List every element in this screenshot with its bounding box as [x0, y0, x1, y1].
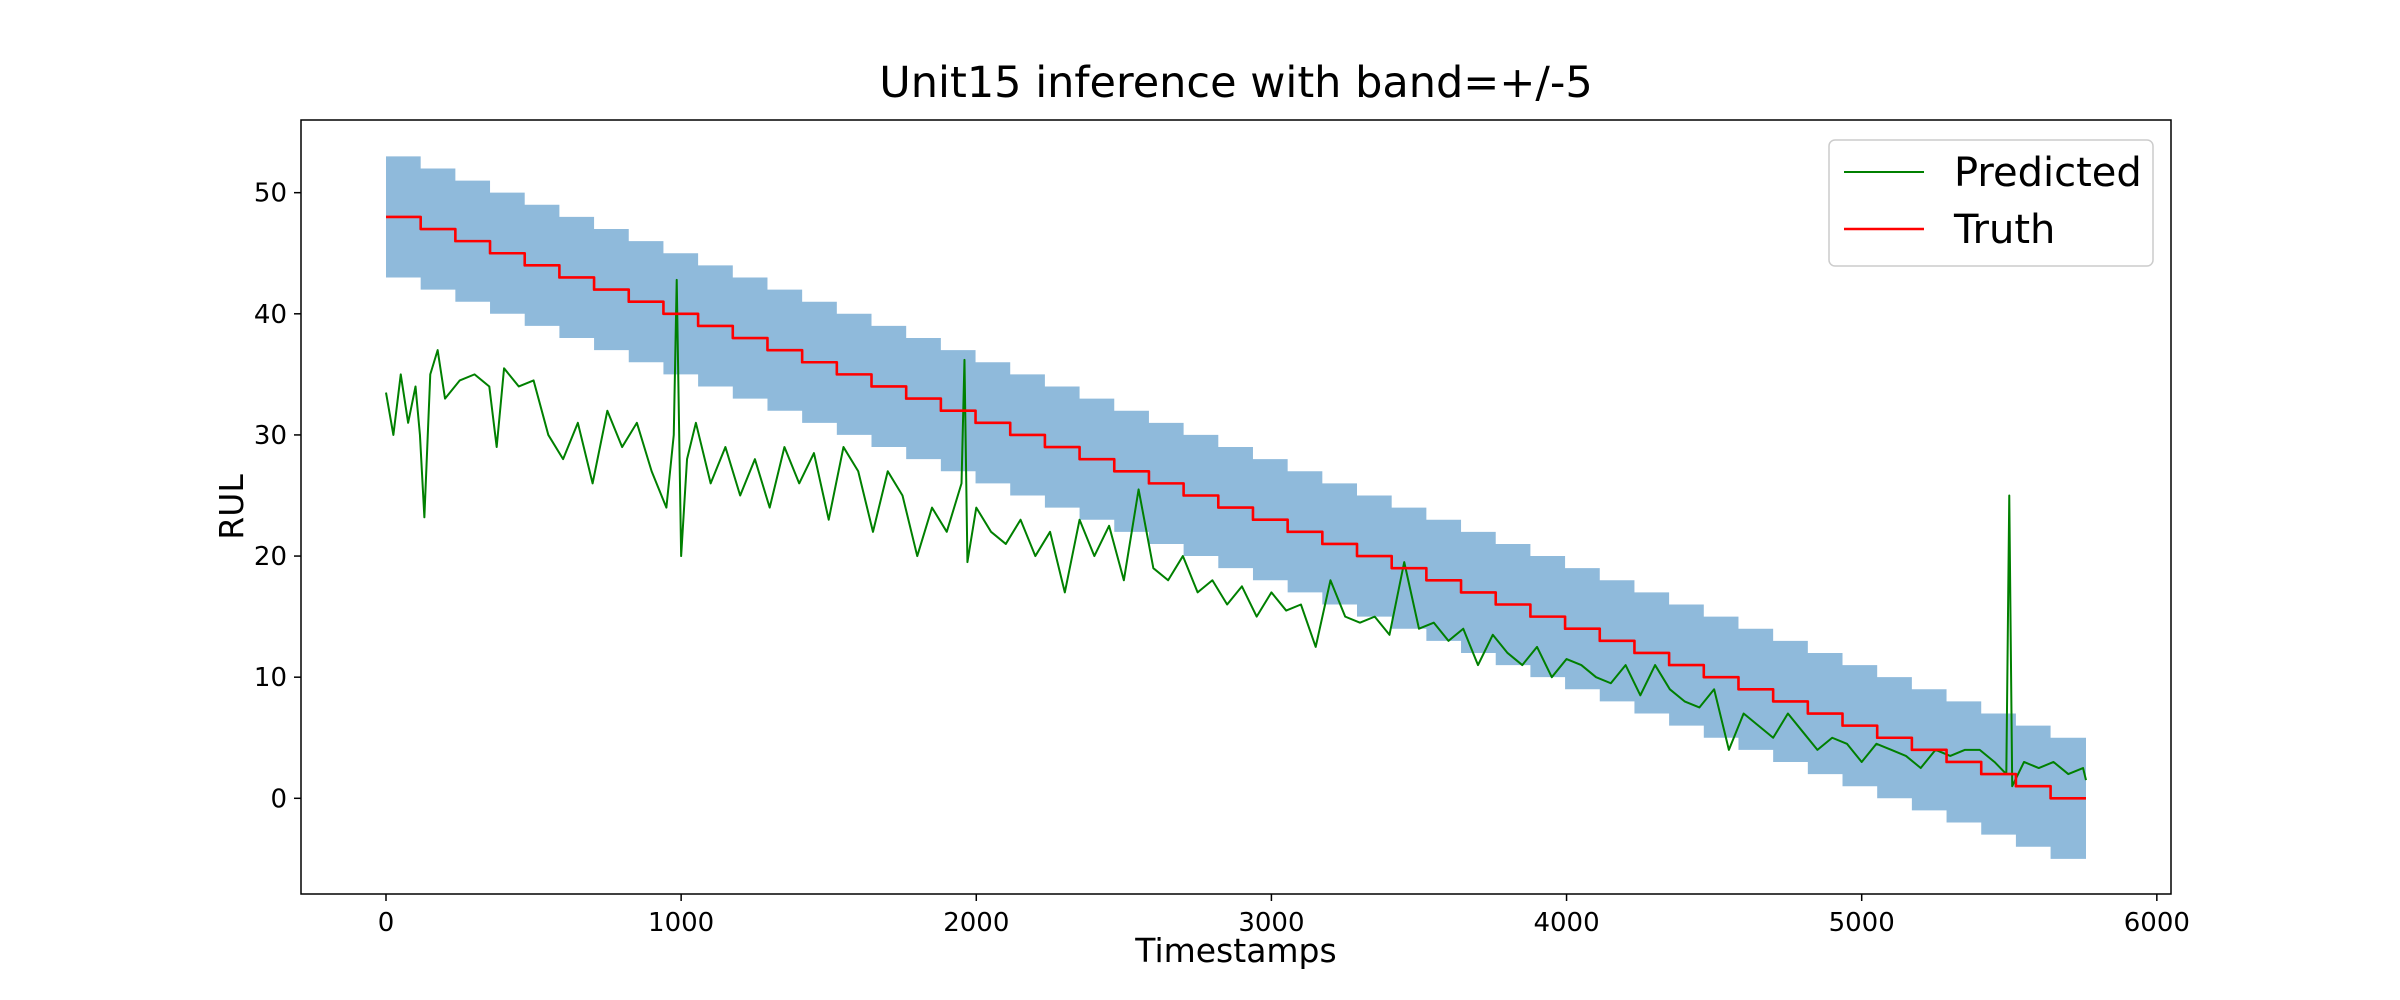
series-line — [386, 215, 2086, 800]
y-tick-label: 20 — [254, 542, 287, 572]
chart-title: Unit15 inference with band=+/-5 — [879, 58, 1592, 108]
y-tick-label: 50 — [254, 179, 287, 209]
series-line — [385, 278, 2087, 788]
x-axis-label: Timestamps — [1134, 931, 1336, 970]
axes-frame — [300, 119, 2172, 895]
x-tick-label: 1000 — [648, 908, 714, 938]
y-axis-label: RUL — [212, 474, 251, 540]
legend-label: Predicted — [1954, 150, 2142, 196]
plot-area — [385, 156, 2087, 859]
legend: Predicted Truth — [1828, 139, 2154, 267]
x-tick-label: 3000 — [1238, 908, 1304, 938]
y-tick-label: 30 — [254, 421, 287, 451]
legend-label: Truth — [1953, 207, 2055, 253]
y-tick-label: 0 — [270, 784, 287, 814]
y-tick-label: 10 — [254, 663, 287, 693]
y-tick-label: 40 — [254, 300, 287, 330]
x-tick-label: 5000 — [1829, 908, 1895, 938]
x-tick-label: 4000 — [1533, 908, 1599, 938]
x-tick-label: 6000 — [2124, 908, 2190, 938]
x-tick-label: 2000 — [943, 908, 1009, 938]
x-tick-label: 0 — [378, 908, 395, 938]
